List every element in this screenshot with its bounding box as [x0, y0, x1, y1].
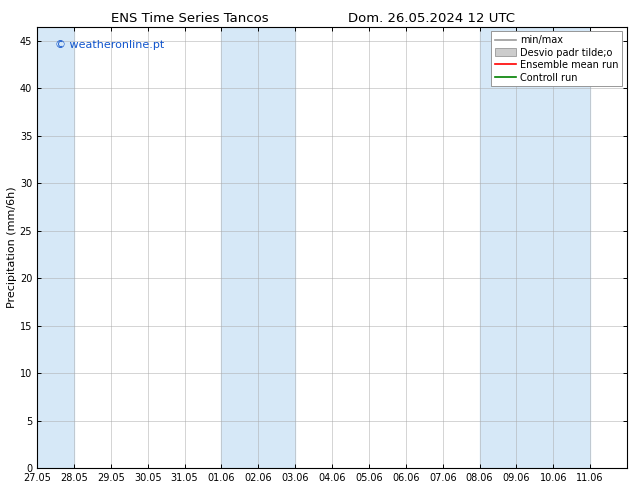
Text: © weatheronline.pt: © weatheronline.pt — [55, 40, 164, 50]
Text: Dom. 26.05.2024 12 UTC: Dom. 26.05.2024 12 UTC — [347, 12, 515, 25]
Text: ENS Time Series Tancos: ENS Time Series Tancos — [112, 12, 269, 25]
Bar — [479, 26, 590, 468]
Legend: min/max, Desvio padr tilde;o, Ensemble mean run, Controll run: min/max, Desvio padr tilde;o, Ensemble m… — [491, 31, 622, 86]
Bar — [221, 26, 295, 468]
Bar — [37, 26, 74, 468]
Y-axis label: Precipitation (mm/6h): Precipitation (mm/6h) — [7, 187, 17, 308]
